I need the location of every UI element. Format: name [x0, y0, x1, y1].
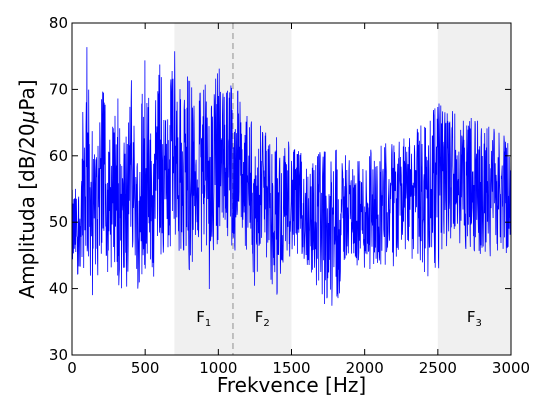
- band-label-3: F3: [467, 308, 482, 329]
- y-tick-label: 60: [49, 147, 68, 165]
- band-label-subscript: 2: [263, 318, 269, 329]
- x-tick-label: 2000: [346, 359, 384, 377]
- x-tick-label: 2500: [419, 359, 457, 377]
- band-label-2: F2: [255, 308, 270, 329]
- x-axis-label: Frekvence [Hz]: [217, 373, 366, 397]
- x-tick-label: 3000: [492, 359, 530, 377]
- spectrum-series: [71, 47, 512, 306]
- y-axis-label: Amplituda [dB/20μPa]: [15, 79, 39, 298]
- band-label-subscript: 1: [205, 318, 211, 329]
- x-tick-label: 0: [67, 359, 77, 377]
- x-tick-label: 500: [131, 359, 160, 377]
- y-tick-label: 40: [49, 280, 68, 298]
- y-axis-ticks: 30 40 50 60 70 80: [49, 14, 511, 364]
- band-labels: F1 F2 F3: [196, 308, 482, 329]
- band-label-letter: F: [467, 308, 476, 326]
- x-axis-ticks: 0 500 1000 1500 2000 2500 3000: [67, 23, 530, 377]
- x-tick-label: 1500: [272, 359, 310, 377]
- band-label-subscript: 3: [476, 318, 482, 329]
- band-label-letter: F: [196, 308, 205, 326]
- y-axis-label-prefix: Amplituda [dB/20: [15, 123, 39, 298]
- y-tick-label: 70: [49, 80, 68, 98]
- y-axis-label-mu: μ: [15, 111, 39, 125]
- band-label-letter: F: [255, 308, 264, 326]
- band-label-1: F1: [196, 308, 211, 329]
- x-tick-label: 1000: [199, 359, 237, 377]
- y-tick-label: 50: [49, 213, 68, 231]
- y-axis-label-suffix: Pa]: [15, 79, 39, 110]
- y-tick-label: 30: [49, 346, 68, 364]
- y-tick-label: 80: [49, 14, 68, 32]
- spectrum-line-group: [71, 47, 512, 306]
